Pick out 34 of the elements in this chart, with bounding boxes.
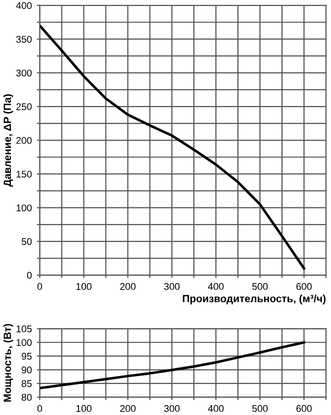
line-series [40,24,306,270]
y-tick-label: 200 [16,137,32,144]
y-tick-label: 85 [22,380,32,388]
x-tick-label: 500 [252,405,268,412]
x-tick-label: 0 [37,283,42,290]
x-tick-label: 300 [164,405,180,412]
y-tick-label: 50 [22,238,32,246]
x-tick-label: 0 [37,405,42,412]
x-axis-title: Производительность, (м³/ч) [182,294,326,304]
y-tick-label: 150 [16,170,32,178]
x-tick-label: 200 [120,405,136,412]
line-series [40,341,306,390]
y-tick-label: 0 [27,272,32,279]
y-tick-label: 90 [22,366,32,374]
y-tick-label: 95 [22,352,32,360]
x-tick-label: 100 [76,405,92,412]
y-tick-label: 100 [16,339,32,346]
y-axis-title: Мощность, (Вт) [3,324,14,402]
y-tick-label: 350 [16,36,32,43]
x-tick-label: 600 [296,405,312,412]
y-tick-label: 80 [22,394,32,401]
x-tick-label: 400 [208,405,224,412]
x-tick-label: 400 [208,283,224,290]
x-tick-label: 600 [296,283,312,290]
x-tick-label: 300 [164,283,180,290]
y-tick-label: 250 [16,103,32,110]
y-tick-label: 105 [16,325,32,332]
y-tick-label: 400 [16,2,32,10]
x-tick-label: 500 [252,283,268,290]
y-axis-title: Давление, ΔP (Па) [3,94,14,187]
y-tick-label: 100 [16,204,32,212]
y-tick-label: 300 [16,70,32,76]
x-tick-label: 200 [120,283,136,290]
x-tick-label: 100 [76,283,92,290]
